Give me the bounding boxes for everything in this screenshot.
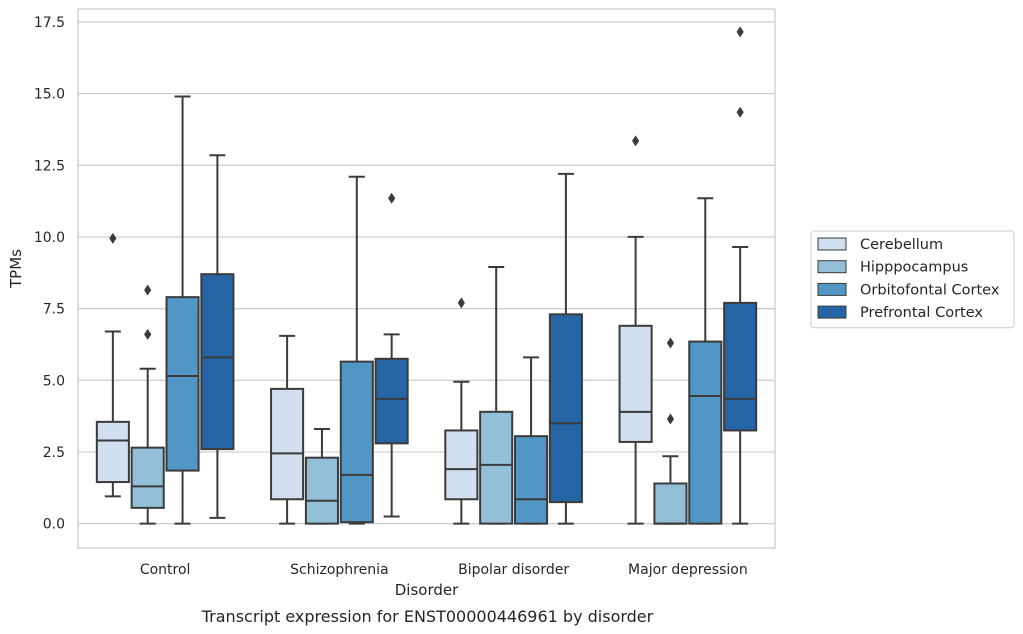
box-iqr <box>688 340 723 525</box>
box-prefrontal-cortex <box>200 154 235 519</box>
box-iqr <box>304 456 339 525</box>
x-tick-label: Major depression <box>628 562 748 578</box>
box-iqr <box>444 429 479 501</box>
outlier-point <box>457 297 465 309</box>
outlier-point <box>736 106 744 118</box>
box-hipppocampus <box>130 284 165 525</box>
x-tick-labels: Control Schizophrenia Bipolar disorder Majo… <box>140 562 748 578</box>
outlier-point <box>632 135 640 147</box>
y-tick-label: 0.0 <box>43 517 65 533</box>
chart-caption: Transcript expression for ENST0000044696… <box>201 607 654 626</box>
box-hipppocampus <box>479 266 514 525</box>
box-iqr <box>548 313 583 504</box>
box-prefrontal-cortex <box>374 192 409 518</box>
box-orbitofontal-cortex <box>339 175 374 525</box>
box-iqr <box>339 360 374 524</box>
outlier-point <box>144 328 152 340</box>
legend-label: Prefrontal Cortex <box>860 305 983 321</box>
box-iqr <box>200 273 235 451</box>
box-iqr <box>618 324 653 443</box>
legend-swatch <box>817 237 847 251</box>
legend-label: Hipppocampus <box>860 260 968 276</box>
legend: Cerebellum Hipppocampus Orbitofontal Corte… <box>810 230 1015 329</box>
legend-items: Cerebellum Hipppocampus Orbitofontal Corte… <box>817 237 1000 321</box>
box-orbitofontal-cortex <box>514 356 549 525</box>
outlier-point <box>736 26 744 38</box>
plot-frame <box>77 8 776 549</box>
y-tick-label: 7.5 <box>43 302 65 318</box>
outlier-point <box>144 284 152 296</box>
legend-label: Orbitofontal Cortex <box>860 282 1000 298</box>
box-cerebellum <box>270 334 305 525</box>
x-tick-label: Schizophrenia <box>290 562 388 578</box>
box-cerebellum <box>618 135 653 525</box>
box-iqr <box>514 435 549 525</box>
box-orbitofontal-cortex <box>688 197 723 525</box>
outlier-point <box>388 192 396 204</box>
y-tick-label: 2.5 <box>43 445 65 461</box>
box-hipppocampus <box>653 337 688 525</box>
box-groups <box>95 26 758 525</box>
outlier-point <box>666 413 675 425</box>
legend-swatch <box>817 305 847 319</box>
box-hipppocampus <box>304 428 339 525</box>
box-iqr <box>95 420 130 484</box>
legend-swatch <box>817 282 847 296</box>
y-tick-label: 17.5 <box>34 15 65 31</box>
box-iqr <box>374 357 409 445</box>
y-tick-label: 5.0 <box>43 373 65 389</box>
legend-item: Hipppocampus <box>817 260 968 276</box>
box-cerebellum <box>95 232 130 498</box>
legend-label: Cerebellum <box>860 237 943 253</box>
box-iqr <box>723 301 758 432</box>
box-iqr <box>165 296 200 472</box>
x-tick-label: Bipolar disorder <box>458 562 569 578</box>
y-tick-label: 15.0 <box>34 87 65 103</box>
box-orbitofontal-cortex <box>165 95 200 525</box>
box-iqr <box>130 446 165 509</box>
outlier-point <box>109 232 117 244</box>
legend-frame <box>810 230 1015 329</box>
legend-item: Cerebellum <box>817 237 943 253</box>
box-iqr <box>479 410 514 525</box>
box-prefrontal-cortex <box>548 172 583 525</box>
y-axis-title: TPMs <box>7 249 25 289</box>
y-tick-label: 10.0 <box>34 230 65 246</box>
outlier-point <box>666 337 675 349</box>
box-cerebellum <box>444 297 479 525</box>
legend-item: Prefrontal Cortex <box>817 305 983 321</box>
y-tick-labels: 0.0 2.5 5.0 7.5 10.0 12.5 15.0 17.5 <box>34 15 65 533</box>
legend-item: Orbitofontal Cortex <box>817 282 1000 298</box>
box-prefrontal-cortex <box>723 26 758 525</box>
x-tick-label: Control <box>140 562 191 578</box>
box-iqr <box>270 387 305 501</box>
box-iqr <box>653 482 688 525</box>
legend-swatch <box>817 260 847 274</box>
x-axis-title: Disorder <box>395 581 459 599</box>
y-tick-label: 12.5 <box>34 158 65 174</box>
